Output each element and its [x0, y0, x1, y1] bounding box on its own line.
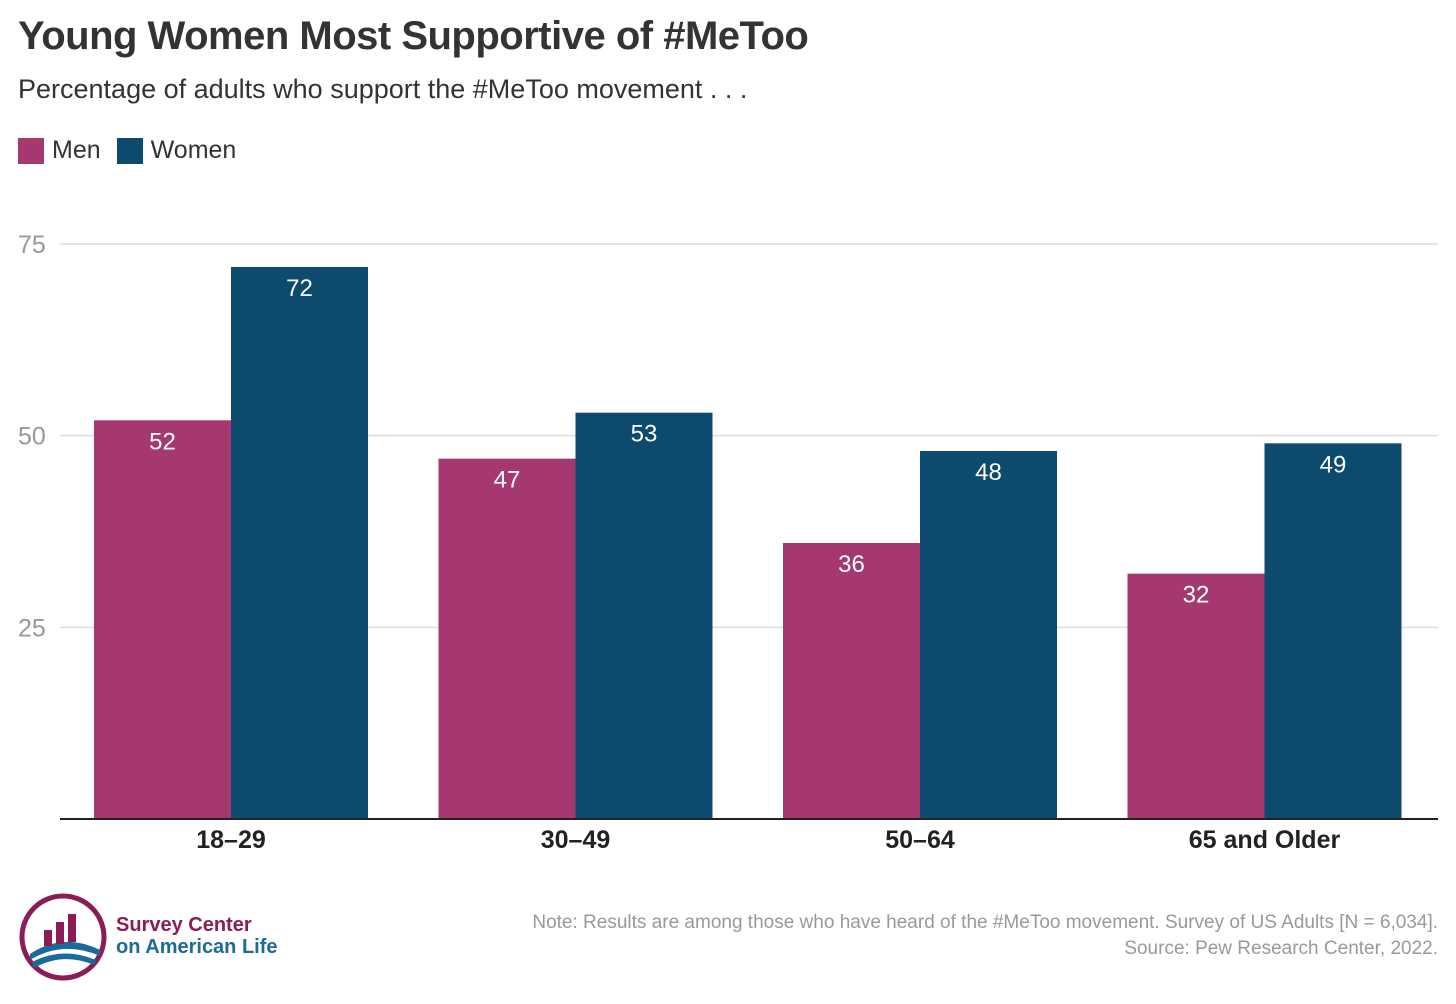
legend-label-women: Women — [150, 136, 237, 164]
x-tick-label-1: 30–49 — [541, 826, 611, 854]
legend-item-men: Men — [18, 136, 101, 165]
logo-text: Survey Center on American Life — [116, 914, 278, 958]
legend-swatch-women — [116, 137, 143, 164]
footer-source: Source: Pew Research Center, 2022. — [1124, 938, 1438, 959]
logo-line-2: on American Life — [116, 936, 278, 958]
data-label-men-0: 52 — [149, 428, 176, 455]
data-label-men-1: 47 — [494, 467, 521, 494]
bar-men-1 — [438, 458, 576, 819]
logo-line-1: Survey Center — [116, 914, 252, 936]
y-tick-label-75: 75 — [18, 231, 46, 259]
y-tick-label-50: 50 — [18, 423, 46, 451]
legend-swatch-men — [18, 137, 44, 164]
data-label-women-0: 72 — [286, 275, 313, 302]
legend-label-men: Men — [52, 136, 101, 164]
chart-title: Young Women Most Supportive of #MeToo — [18, 14, 809, 58]
bar-women-2 — [920, 451, 1057, 819]
bar-women-3 — [1264, 443, 1402, 819]
data-label-women-3: 49 — [1320, 451, 1347, 478]
bar-men-2 — [783, 543, 920, 819]
logo-mark-icon — [19, 893, 107, 981]
y-tick-label-25: 25 — [18, 614, 46, 642]
footer-notes: Note: Results are among those who have h… — [532, 910, 1438, 962]
bar-chart: 25 50 75 52 72 18–29 47 53 30–49 36 48 50–64 32 49 65 … — [18, 231, 1438, 854]
legend: Men Women — [18, 136, 252, 165]
bar-women-1 — [575, 412, 713, 819]
bar-men-0 — [94, 420, 231, 819]
data-label-men-2: 36 — [838, 551, 865, 578]
bar-men-3 — [1127, 573, 1265, 819]
x-tick-label-0: 18–29 — [196, 826, 266, 854]
data-label-men-3: 32 — [1183, 582, 1210, 609]
x-tick-label-3: 65 and Older — [1189, 826, 1341, 854]
legend-item-women: Women — [116, 136, 237, 165]
bar-women-0 — [231, 267, 368, 819]
footer-note: Note: Results are among those who have h… — [532, 912, 1438, 933]
data-label-women-1: 53 — [631, 421, 658, 448]
x-tick-label-2: 50–64 — [885, 826, 955, 854]
survey-center-logo — [18, 892, 108, 982]
data-label-women-2: 48 — [975, 459, 1002, 486]
chart-subtitle: Percentage of adults who support the #Me… — [18, 74, 748, 104]
